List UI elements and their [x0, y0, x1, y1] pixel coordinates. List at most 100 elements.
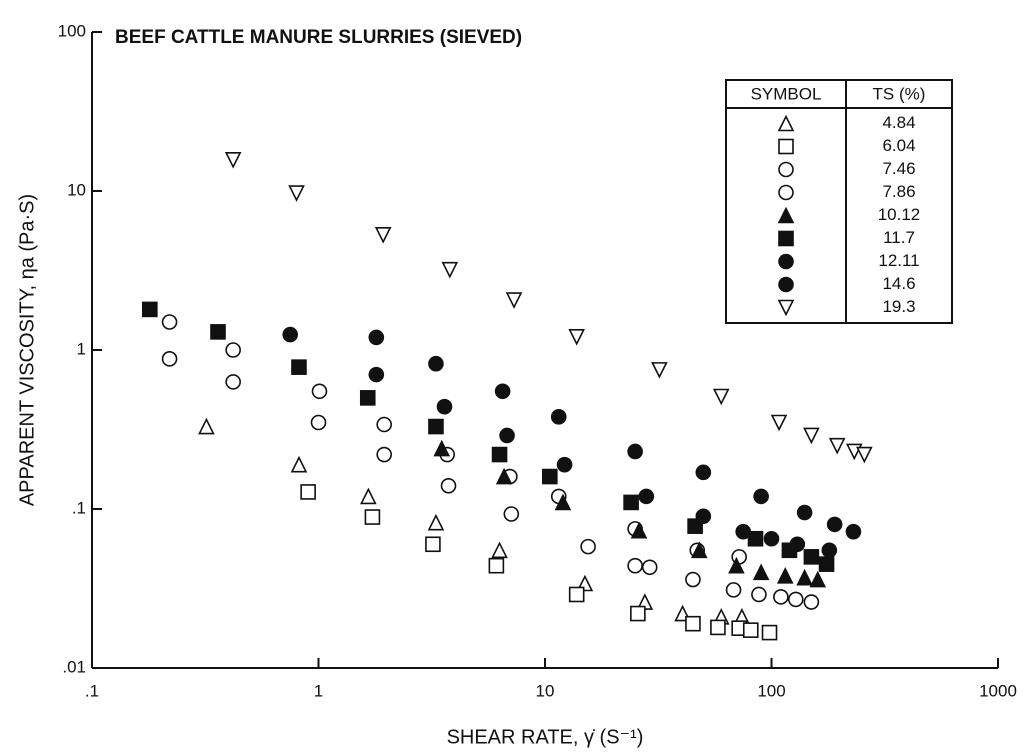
legend-symbol	[778, 161, 794, 178]
point	[499, 427, 515, 444]
legend-label: 19.3	[882, 297, 915, 316]
point	[735, 523, 752, 540]
point	[210, 324, 226, 340]
point	[360, 487, 377, 505]
legend-label: 12.11	[878, 251, 919, 270]
point	[494, 383, 511, 400]
point	[310, 414, 327, 431]
point	[291, 359, 307, 375]
point	[428, 418, 444, 435]
point	[787, 591, 804, 608]
point	[376, 416, 392, 433]
point	[374, 227, 392, 244]
point	[225, 342, 241, 358]
point	[687, 518, 703, 534]
legend-symbol	[777, 114, 795, 132]
point	[142, 301, 158, 318]
legend-symbol	[778, 138, 794, 155]
point	[641, 559, 658, 576]
point	[803, 594, 820, 610]
point	[554, 493, 572, 511]
legend-symbol	[778, 184, 794, 201]
point	[773, 589, 789, 605]
legend-header: TS (%)	[873, 84, 926, 103]
point	[818, 556, 835, 572]
chart-title: BEEF CATTLE MANURE SLURRIES (SIEVED)	[115, 27, 522, 48]
y-tick-label: 1	[77, 339, 86, 358]
legend-label: 7.86	[882, 182, 915, 201]
point	[803, 549, 820, 565]
point	[845, 523, 862, 540]
point	[685, 615, 701, 632]
point	[856, 446, 873, 464]
point	[751, 586, 767, 603]
point	[761, 624, 778, 641]
point	[627, 557, 643, 574]
legend-symbol	[778, 276, 794, 293]
legend-label: 6.04	[882, 136, 915, 155]
point	[796, 568, 813, 586]
point	[495, 467, 513, 485]
point	[364, 509, 381, 525]
legend-label: 10.12	[878, 205, 921, 224]
legend-symbol	[778, 253, 794, 270]
y-tick-label: .01	[62, 657, 86, 676]
point	[809, 570, 827, 588]
point	[503, 506, 520, 522]
legend-header: SYMBOL	[751, 84, 822, 103]
point	[710, 619, 726, 636]
point	[580, 538, 596, 555]
point	[290, 455, 308, 473]
point	[826, 516, 843, 533]
point	[630, 605, 646, 622]
point	[425, 536, 441, 553]
point	[300, 484, 316, 500]
point	[691, 541, 708, 559]
point	[541, 468, 558, 485]
legend-label: 14.6	[882, 274, 915, 293]
point	[568, 329, 585, 346]
point	[488, 557, 505, 574]
point	[789, 536, 806, 553]
point	[428, 355, 444, 372]
point	[550, 409, 567, 425]
y-tick-label: .1	[72, 498, 86, 517]
point	[491, 446, 508, 463]
point	[433, 439, 451, 457]
legend-symbol	[777, 299, 795, 317]
x-tick-label: 1000	[979, 681, 1017, 700]
x-tick-label: 100	[757, 681, 785, 700]
y-tick-label: 100	[58, 21, 86, 40]
point	[427, 513, 445, 531]
point	[695, 508, 712, 525]
point	[368, 329, 385, 346]
x-tick-label: 10	[536, 681, 555, 700]
point	[440, 477, 457, 494]
point	[368, 366, 385, 383]
point	[441, 261, 459, 279]
legend-label: 7.46	[882, 159, 915, 178]
legend-symbol	[778, 230, 794, 247]
point	[436, 398, 453, 415]
point	[747, 530, 764, 547]
legend-label: 11.7	[883, 228, 915, 247]
x-tick-label: 1	[314, 681, 323, 700]
y-axis-label: APPARENT VISCOSITY, ηa (Pa·S)	[16, 194, 38, 506]
point	[288, 185, 305, 202]
point	[742, 622, 759, 638]
x-tick-label: .1	[85, 681, 99, 700]
point	[753, 488, 769, 505]
legend-box	[725, 79, 953, 324]
y-tick-label: 10	[67, 180, 86, 199]
point	[821, 542, 838, 559]
point	[225, 374, 241, 390]
point	[627, 443, 643, 460]
legend-symbol	[777, 206, 795, 224]
point	[712, 388, 730, 406]
point	[651, 362, 668, 379]
point	[505, 292, 523, 309]
point	[376, 446, 392, 463]
point	[282, 326, 299, 343]
point	[568, 586, 585, 603]
